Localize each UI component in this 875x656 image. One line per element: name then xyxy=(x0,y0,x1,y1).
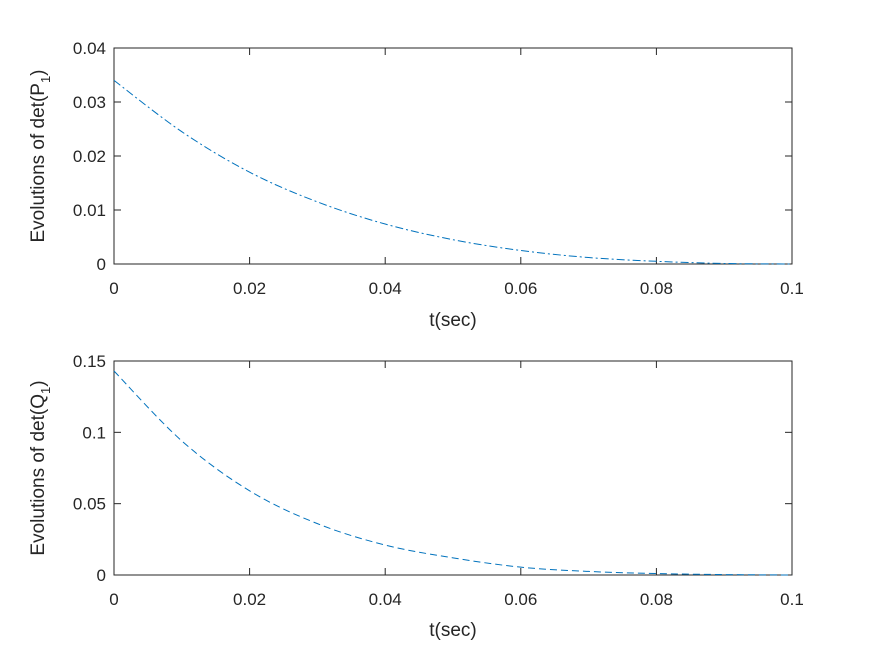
x-tick-label: 0.04 xyxy=(369,590,402,609)
x-tick-label: 0.04 xyxy=(369,279,402,298)
x-tick-group-p1: 0 0.02 0.04 0.06 0.08 0.1 xyxy=(109,48,804,298)
y-tick-label: 0.01 xyxy=(73,201,106,220)
y-axis-label-p1: Evolutions of det(P1) xyxy=(28,69,53,242)
x-axis-label-q1: t(sec) xyxy=(429,620,477,641)
y-axis-label-q1: Evolutions of det(Q1) xyxy=(28,380,53,555)
x-tick-label: 0.06 xyxy=(504,590,537,609)
y-tick-label: 0.03 xyxy=(73,93,106,112)
x-axis-label-p1: t(sec) xyxy=(429,310,477,331)
y-tick-label: 0.05 xyxy=(73,495,106,514)
x-tick-label: 0.02 xyxy=(233,279,266,298)
y-tick-group-p1: 0 0.01 0.02 0.03 0.04 xyxy=(73,39,792,274)
y-tick-label: 0.1 xyxy=(82,423,106,442)
subplot-det-q1: 0 0.02 0.04 0.06 0.08 0.1 0 0.05 0.1 0.15 t(sec)… xyxy=(28,352,804,641)
x-tick-group-q1: 0 0.02 0.04 0.06 0.08 0.1 xyxy=(109,361,804,609)
x-tick-label: 0 xyxy=(109,279,118,298)
x-tick-label: 0.08 xyxy=(640,279,673,298)
y-tick-label: 0.02 xyxy=(73,147,106,166)
y-tick-group-q1: 0 0.05 0.1 0.15 xyxy=(73,352,792,585)
y-tick-label: 0 xyxy=(97,255,106,274)
x-tick-label: 0 xyxy=(109,590,118,609)
x-tick-label: 0.06 xyxy=(504,279,537,298)
plot-area-q1 xyxy=(113,360,793,576)
x-tick-label: 0.02 xyxy=(233,590,266,609)
subplot-det-p1: 0 0.02 0.04 0.06 0.08 0.1 0 0.01 0.02 0.03 0.04 t… xyxy=(28,39,804,331)
y-tick-label: 0 xyxy=(97,566,106,585)
x-tick-label: 0.1 xyxy=(780,590,804,609)
x-tick-label: 0.08 xyxy=(640,590,673,609)
series-line-det-p1 xyxy=(113,80,793,265)
plot-area-p1 xyxy=(113,47,793,265)
series-line-det-q1 xyxy=(113,370,793,576)
y-tick-label: 0.04 xyxy=(73,39,106,58)
x-tick-label: 0.1 xyxy=(780,279,804,298)
y-tick-label: 0.15 xyxy=(73,352,106,371)
